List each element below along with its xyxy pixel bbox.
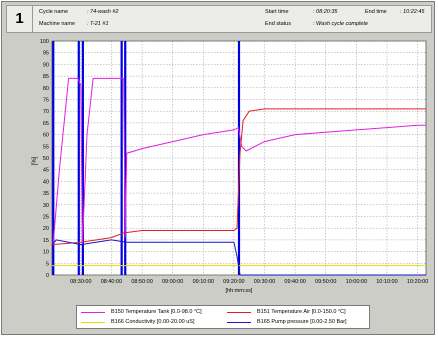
y-tick-label: 35 <box>43 191 49 197</box>
y-tick-label: 0 <box>46 273 49 279</box>
legend-swatch-pump-pressure <box>227 322 251 323</box>
chart-legend: B150 Temperature Tank [0.0-98.0 °C] B151… <box>76 305 370 329</box>
y-tick-label: 80 <box>43 86 49 92</box>
cycle-header: 1 Cycle name : 74-wash #2 Machine name :… <box>6 5 432 33</box>
legend-label-temp-air: B151 Temperature Air [0.0-150.0 °C] <box>257 309 346 315</box>
end-status-value: : Wash cycle complete <box>313 21 368 27</box>
chart-number: 1 <box>7 6 33 32</box>
report-panel: 1 Cycle name : 74-wash #2 Machine name :… <box>1 1 435 335</box>
series-lines <box>51 77 426 276</box>
y-tick-label: 10 <box>43 250 49 256</box>
series-line-temp-tank <box>51 77 426 245</box>
start-time-value: : 08:20:35 <box>313 9 338 15</box>
y-tick-label: 30 <box>43 203 49 209</box>
y-tick-label: 75 <box>43 98 49 104</box>
y-tick-label: 95 <box>43 51 49 57</box>
series-line-pump-pressure <box>51 239 426 276</box>
y-tick-label: 25 <box>43 215 49 221</box>
x-tick-label: 09:40:00 <box>284 279 305 285</box>
legend-swatch-temp-tank <box>81 312 105 313</box>
y-tick-label: 55 <box>43 144 49 150</box>
x-tick-label: 08:50:00 <box>131 279 152 285</box>
end-status-label: End status <box>265 21 291 27</box>
x-tick-label: 09:00:00 <box>162 279 183 285</box>
legend-label-temp-tank: B150 Temperature Tank [0.0-98.0 °C] <box>111 309 202 315</box>
legend-swatch-temp-air <box>227 312 251 313</box>
cycle-name-value: : 74-wash #2 <box>87 9 119 15</box>
start-time-label: Start time <box>265 9 289 15</box>
end-time-value: : 10:22:45 <box>400 9 425 15</box>
x-tick-label: 09:50:00 <box>315 279 336 285</box>
y-tick-label: 40 <box>43 179 49 185</box>
series-line-temp-air <box>51 108 426 246</box>
y-tick-label: 85 <box>43 74 49 80</box>
x-tick-label: 09:10:00 <box>193 279 214 285</box>
x-tick-label: 09:20:00 <box>223 279 244 285</box>
y-tick-label: 45 <box>43 168 49 174</box>
x-tick-label: 08:30:00 <box>70 279 91 285</box>
y-tick-label: 70 <box>43 109 49 115</box>
legend-swatch-conductivity <box>81 322 105 323</box>
y-tick-label: 65 <box>43 121 49 127</box>
x-axis-ticks: 08:30:00 08:40:00 08:50:00 09:00:00 09:10:00… <box>70 279 428 285</box>
line-chart: 0 5 10 15 20 25 30 35 40 45 50 55 60 65 70 75 80 85 90 95 10… <box>32 39 428 294</box>
y-tick-label: 20 <box>43 226 49 232</box>
x-axis-label: [hh:mm:ss] <box>226 288 253 294</box>
y-tick-label: 60 <box>43 133 49 139</box>
x-tick-label: 10:20:00 <box>407 279 428 285</box>
y-axis-ticks: 0 5 10 15 20 25 30 35 40 45 50 55 60 65 70 75 80 85 90 95 10… <box>40 39 49 279</box>
y-tick-label: 50 <box>43 156 49 162</box>
x-tick-label: 09:30:00 <box>254 279 275 285</box>
y-tick-label: 90 <box>43 62 49 68</box>
legend-label-pump-pressure: B165 Pump pressure [0.00-2.50 Bar] <box>257 319 347 325</box>
y-tick-label: 5 <box>46 261 49 267</box>
machine-name-value: : T-21 #1 <box>87 21 109 27</box>
x-tick-label: 08:40:00 <box>101 279 122 285</box>
y-tick-label: 100 <box>40 39 49 45</box>
cycle-name-label: Cycle name <box>39 9 69 15</box>
x-tick-label: 10:10:00 <box>376 279 397 285</box>
end-time-label: End time <box>365 9 387 15</box>
y-tick-label: 15 <box>43 238 49 244</box>
y-axis-label: [%] <box>32 156 38 165</box>
x-tick-label: 10:00:00 <box>346 279 367 285</box>
legend-label-conductivity: B166 Conductivity [0.00-20.00 uS] <box>111 319 195 325</box>
machine-name-label: Machine name <box>39 21 76 27</box>
